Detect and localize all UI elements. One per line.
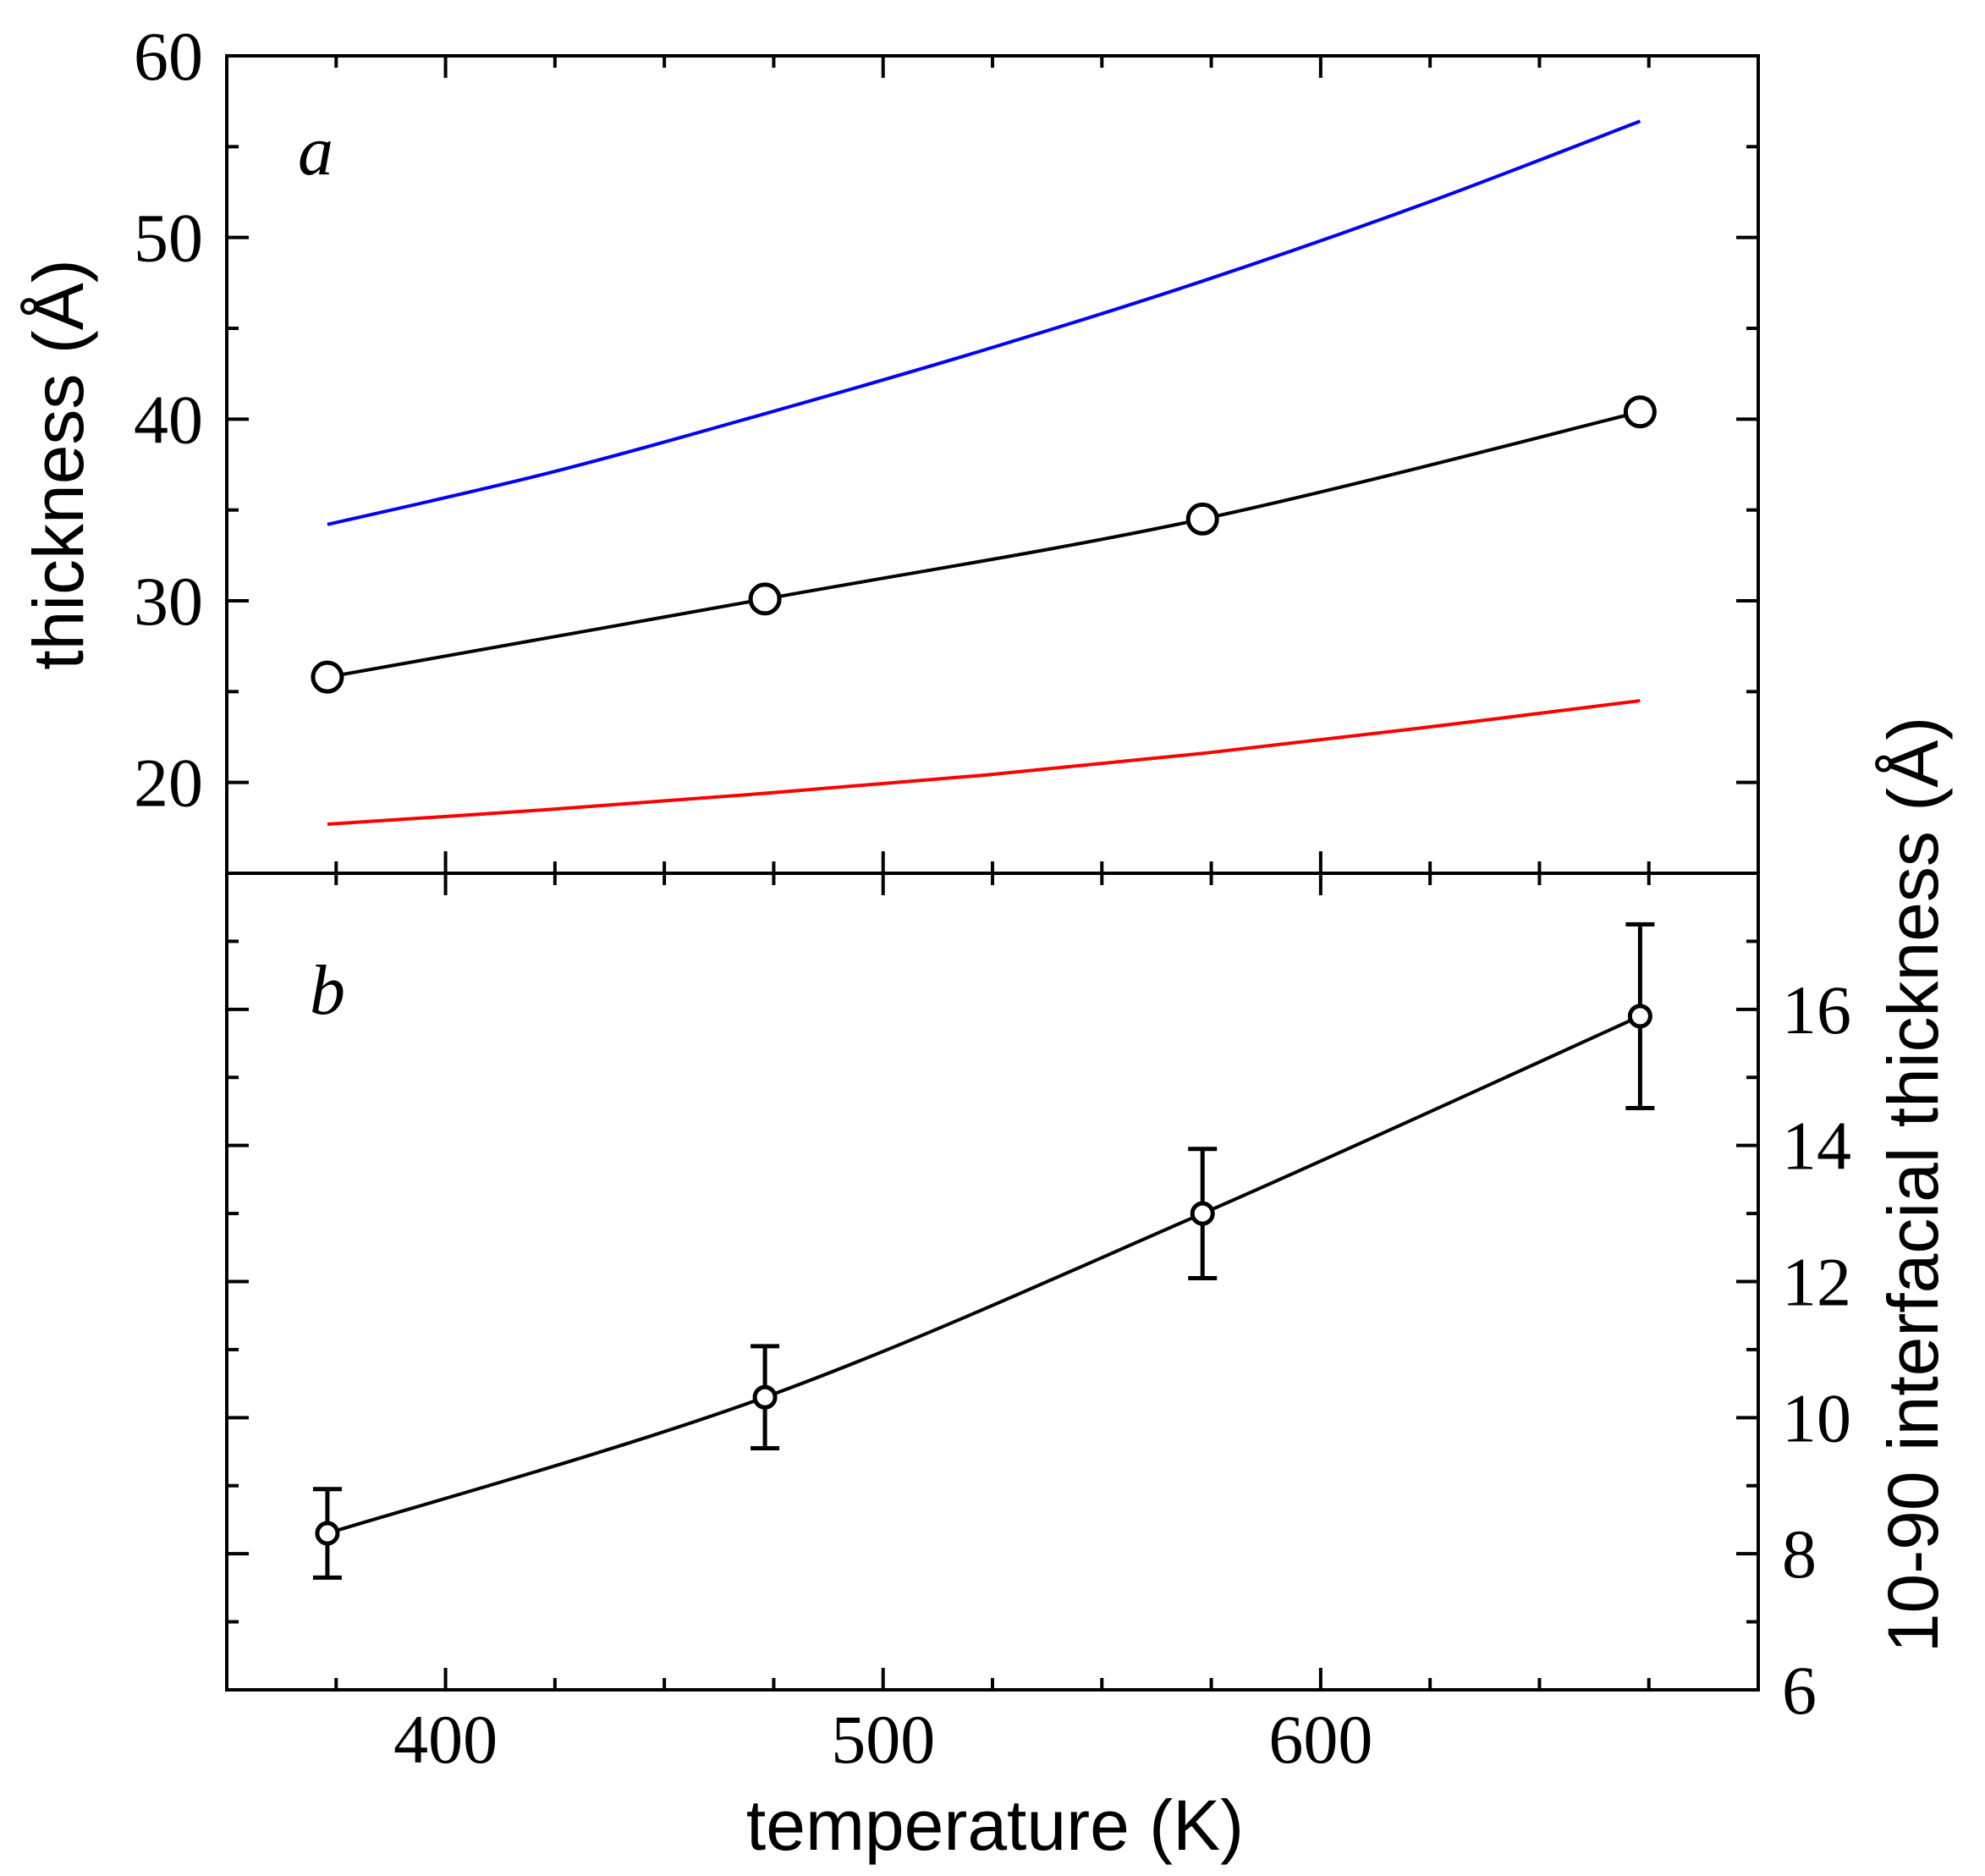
data-point bbox=[311, 660, 344, 694]
y-tick-label: 10 bbox=[1782, 1379, 1851, 1456]
panel-b-y-axis-title: 10-90 interfacial thickness (Å) bbox=[1873, 717, 1953, 1653]
y-tick-label: 12 bbox=[1782, 1244, 1851, 1321]
panel-b-series bbox=[312, 921, 1655, 1580]
panel-b-frame bbox=[225, 872, 1760, 1692]
panel-a-y-ticks bbox=[227, 145, 1758, 784]
y-tick-label: 16 bbox=[1782, 971, 1851, 1048]
x-tick-label: 600 bbox=[1268, 1701, 1372, 1778]
data-point bbox=[1190, 1201, 1215, 1226]
data-point bbox=[1627, 1004, 1652, 1029]
panel-a-frame bbox=[225, 54, 1760, 875]
panel-a-x-ticks bbox=[225, 56, 1760, 873]
series-line bbox=[327, 1015, 1641, 1535]
x-axis-title: temperature (K) bbox=[746, 1785, 1244, 1865]
data-point bbox=[748, 582, 782, 616]
series-line bbox=[327, 699, 1641, 827]
panel-a: 20 30 40 50 60 a thickness (Å) bbox=[19, 18, 1760, 875]
panel-b-x-ticks bbox=[225, 873, 1760, 1690]
data-point bbox=[315, 1521, 340, 1546]
series-upper bbox=[327, 119, 1641, 526]
panel-b-label: b bbox=[310, 951, 345, 1030]
panel-b: 400 500 600 6 8 10 12 14 16 b temperature (K) 1… bbox=[225, 717, 1953, 1865]
y-tick-label: 14 bbox=[1782, 1108, 1851, 1185]
y-tick-label: 50 bbox=[134, 200, 203, 277]
series-lower bbox=[327, 699, 1641, 827]
panel-b-y-tick-labels: 6 8 10 12 14 16 bbox=[1782, 971, 1851, 1729]
data-point bbox=[1623, 395, 1657, 429]
panel-a-series bbox=[311, 119, 1657, 827]
data-point bbox=[752, 1384, 778, 1410]
panel-b-y-ticks bbox=[227, 939, 1758, 1624]
x-tick-label: 400 bbox=[393, 1701, 498, 1778]
panel-a-label: a bbox=[298, 112, 333, 190]
panel-b-x-tick-labels: 400 500 600 bbox=[393, 1701, 1372, 1778]
x-tick-label: 500 bbox=[831, 1701, 935, 1778]
panel-a-y-tick-labels: 20 30 40 50 60 bbox=[134, 18, 203, 822]
y-tick-label: 40 bbox=[134, 381, 203, 458]
y-tick-label: 20 bbox=[134, 745, 203, 822]
y-tick-label: 8 bbox=[1782, 1516, 1817, 1593]
series-thickness bbox=[311, 395, 1657, 694]
y-tick-label: 60 bbox=[134, 18, 203, 95]
series-line bbox=[327, 410, 1641, 679]
y-tick-label: 30 bbox=[134, 563, 203, 640]
y-tick-label: 6 bbox=[1782, 1652, 1817, 1729]
panel-a-y-axis-title: thickness (Å) bbox=[19, 259, 98, 669]
series-10-90-interfacial-thickness bbox=[312, 921, 1655, 1580]
series-line bbox=[327, 119, 1641, 526]
data-point bbox=[1185, 502, 1219, 536]
